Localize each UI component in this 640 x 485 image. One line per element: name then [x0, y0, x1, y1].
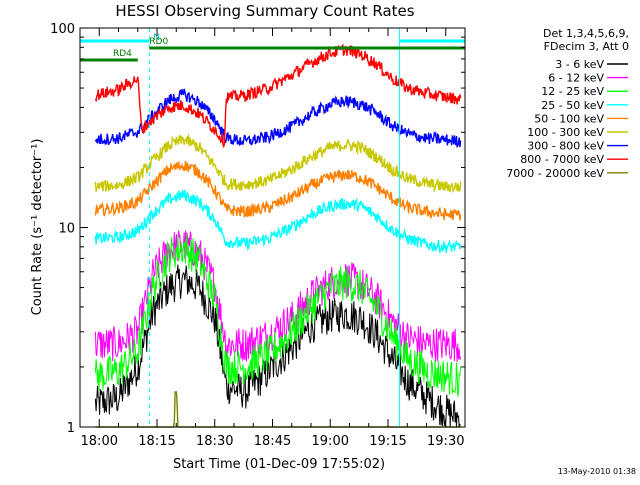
- chart-title: HESSI Observing Summary Count Rates: [115, 2, 414, 20]
- legend: Det 1,3,4,5,6,9, FDecim 3, Att 0 3 - 6 k…: [506, 27, 629, 180]
- legend-label: 300 - 800 keV: [527, 140, 604, 153]
- legend-label: 100 - 300 keV: [527, 126, 604, 139]
- legend-label: 12 - 25 keV: [541, 85, 604, 98]
- state-bar-label: RD0: [149, 37, 168, 47]
- legend-header-line-2: FDecim 3, Att 0: [544, 40, 629, 53]
- axes-layer: 1 10 100 18:00 18:15 18:30 18:45 19:00 19:15 19:3…: [50, 22, 466, 449]
- legend-label: 7000 - 20000 keV: [506, 167, 604, 180]
- x-tick-label: 18:30: [196, 434, 233, 449]
- x-tick-label: 19:15: [369, 434, 406, 449]
- y-tick-label: 1: [67, 421, 75, 436]
- legend-header-line-1: Det 1,3,4,5,6,9,: [543, 27, 629, 40]
- x-tick-label: 19:30: [427, 434, 464, 449]
- footer-date: 13-May-2010 01:38: [558, 467, 636, 476]
- x-tick-label: 18:00: [81, 434, 118, 449]
- x-tick-label: 18:45: [254, 434, 291, 449]
- state-bar-rd4: RD4: [80, 49, 138, 62]
- state-bar-n: N: [80, 33, 465, 43]
- legend-label: 25 - 50 keV: [541, 99, 604, 112]
- legend-label: 800 - 7000 keV: [520, 153, 604, 166]
- y-tick-label: 10: [58, 222, 75, 237]
- y-tick-label: 100: [50, 22, 75, 37]
- x-tick-label: 18:15: [138, 434, 175, 449]
- legend-label: 50 - 100 keV: [534, 112, 604, 125]
- legend-label: 6 - 12 keV: [548, 72, 604, 85]
- state-bar-label: N: [153, 33, 160, 43]
- y-axis-label: Count Rate (s⁻¹ detector⁻¹): [30, 139, 45, 316]
- legend-label: 3 - 6 keV: [555, 58, 604, 71]
- state-bar-rd0: RD0: [149, 37, 465, 50]
- x-axis-label: Start Time (01-Dec-09 17:55:02): [173, 457, 385, 472]
- x-tick-label: 19:00: [312, 434, 349, 449]
- state-bar-label: RD4: [113, 49, 132, 59]
